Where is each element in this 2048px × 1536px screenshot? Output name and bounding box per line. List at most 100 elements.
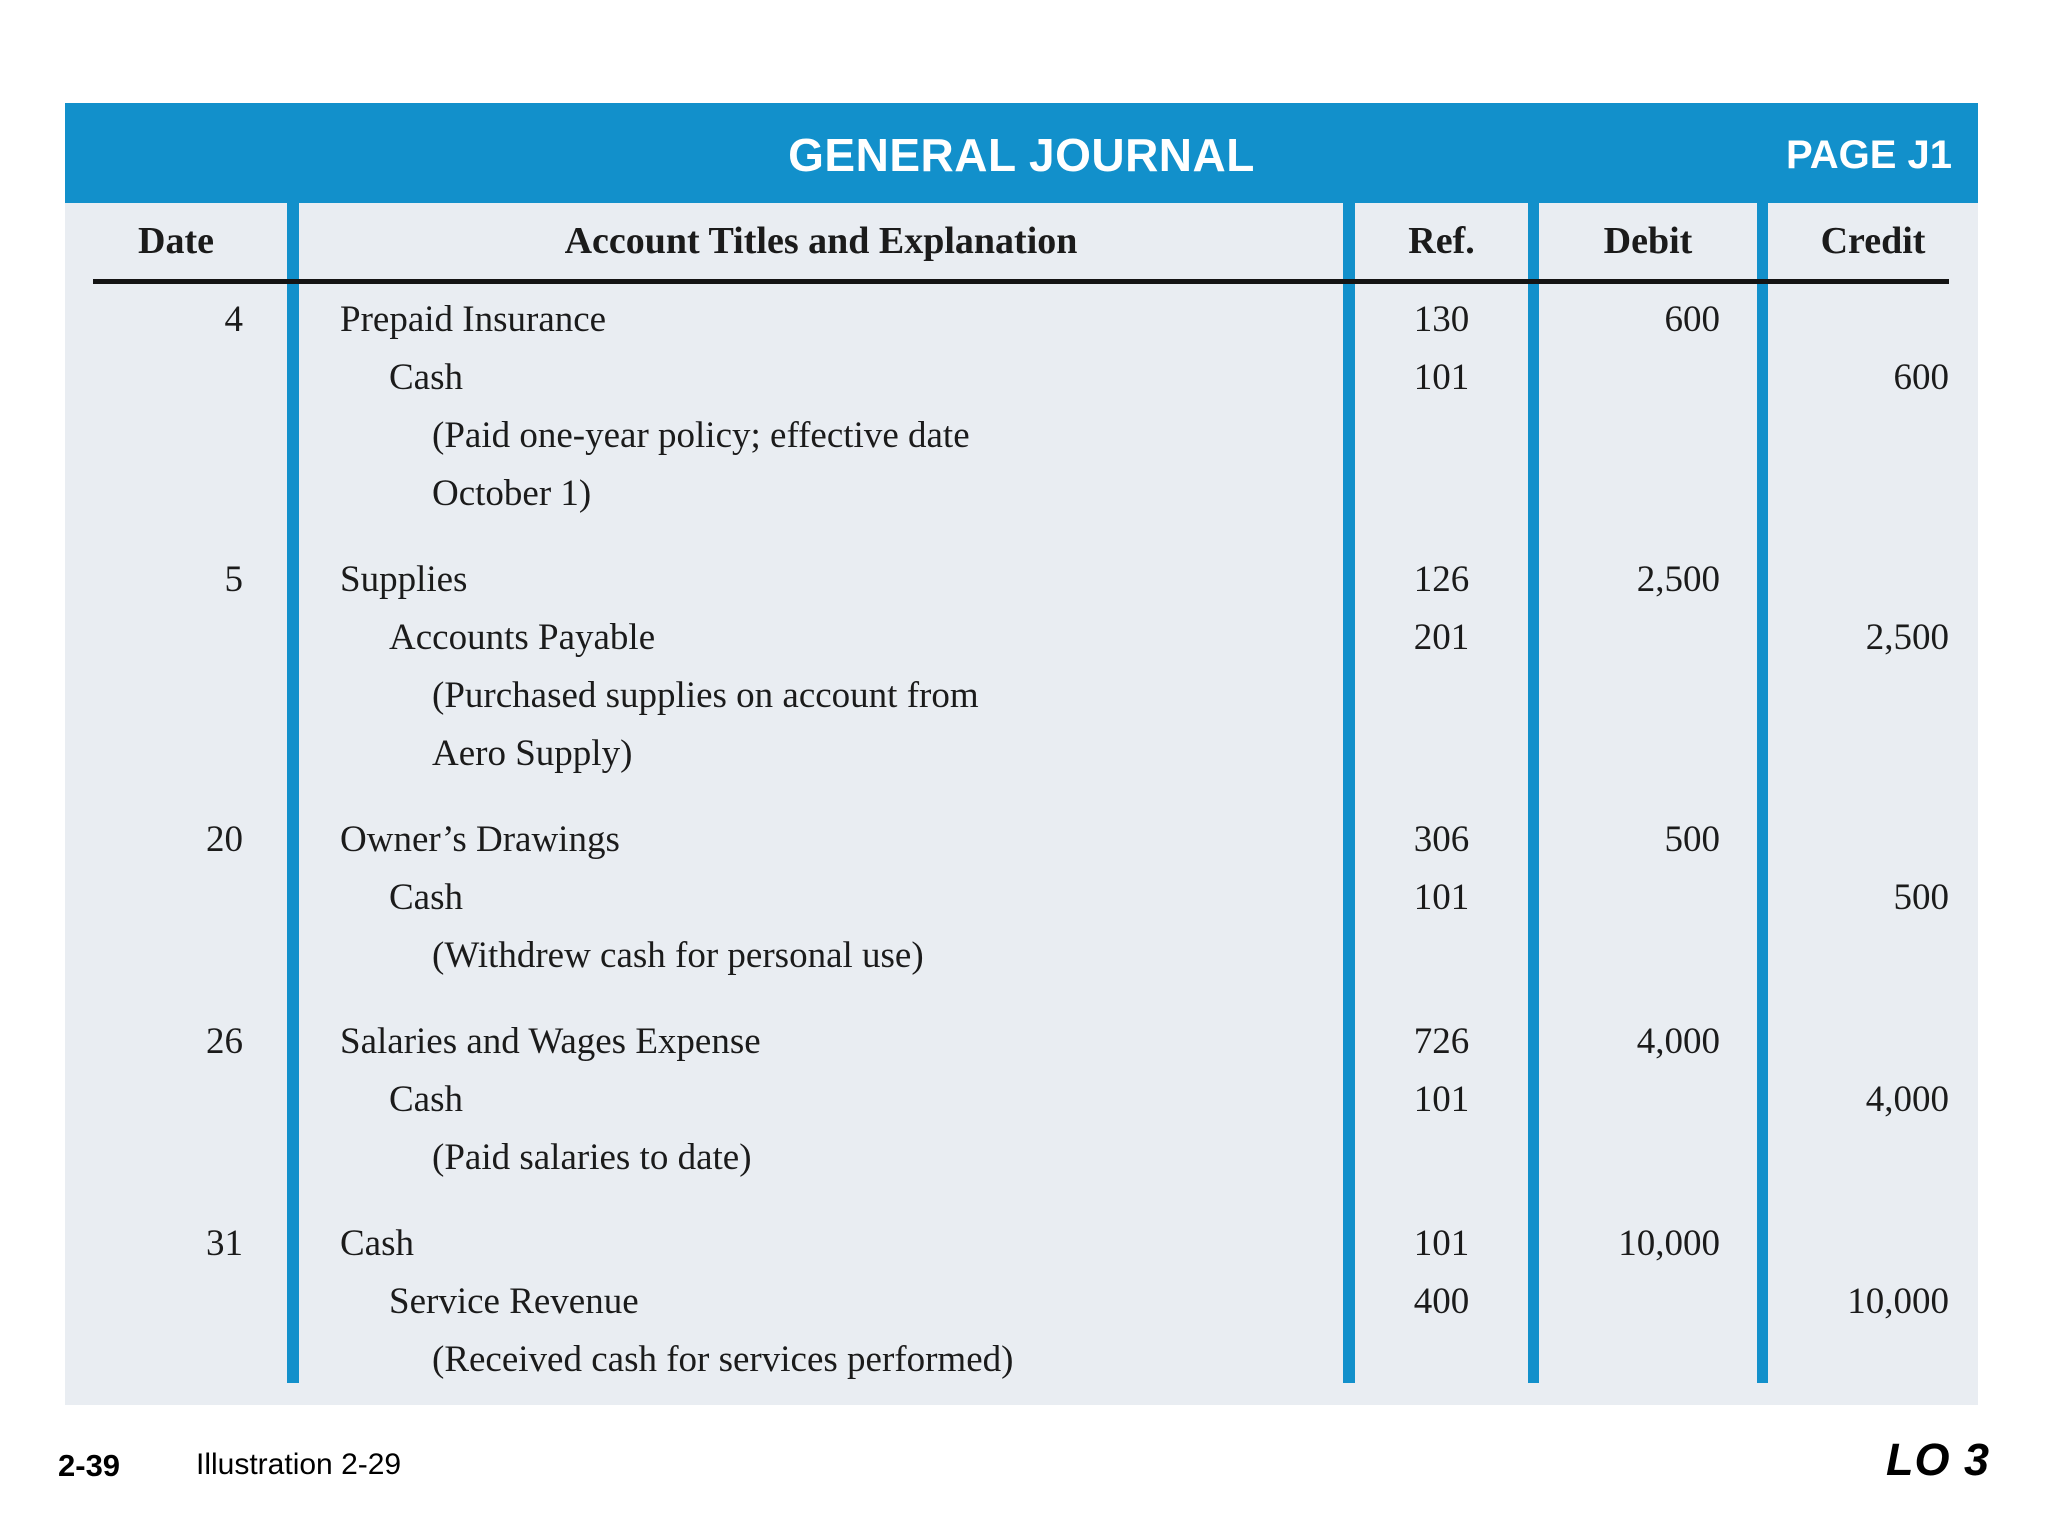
credit-cell: 2,500 (1865, 617, 1949, 658)
ref-cell: 101 (1413, 877, 1470, 918)
journal-line: Service Revenue 400 10,000 (65, 1273, 1978, 1331)
credit-cell (1768, 667, 1978, 725)
credit-cell (1768, 1129, 1978, 1187)
column-divider-ref (1528, 203, 1539, 1383)
ref-cell (1355, 1331, 1528, 1389)
journal-page-label: PAGE J1 (1786, 133, 1952, 177)
journal-entry: 26 Salaries and Wages Expense 726 4,000 … (65, 1013, 1978, 1187)
date-cell: 4 (224, 299, 244, 340)
credit-cell: 500 (1893, 877, 1950, 918)
journal-line: October 1) (65, 465, 1978, 523)
debit-cell: 4,000 (1636, 1021, 1720, 1062)
journal-line: 31 Cash 101 10,000 (65, 1215, 1978, 1273)
account-cell: Prepaid Insurance (340, 299, 607, 340)
ref-cell (1355, 407, 1528, 465)
credit-cell (1768, 291, 1978, 349)
date-cell: 31 (206, 1223, 243, 1264)
journal-line: Accounts Payable 201 2,500 (65, 609, 1978, 667)
column-divider-debit (1757, 203, 1768, 1383)
account-cell: Cash (389, 357, 463, 398)
journal-line: Cash 101 4,000 (65, 1071, 1978, 1129)
account-cell: Cash (389, 877, 463, 918)
journal-line: 20 Owner’s Drawings 306 500 (65, 811, 1978, 869)
ref-cell: 126 (1413, 559, 1470, 600)
journal-entry: 4 Prepaid Insurance 130 600 Cash 101 600… (65, 291, 1978, 523)
date-cell (65, 349, 287, 407)
credit-cell (1768, 1215, 1978, 1273)
date-cell (65, 725, 287, 783)
credit-cell (1768, 551, 1978, 609)
journal-line: Cash 101 600 (65, 349, 1978, 407)
credit-cell: 10,000 (1847, 1281, 1949, 1322)
column-header-credit: Credit (1820, 220, 1926, 262)
debit-cell (1539, 1129, 1757, 1187)
debit-cell: 600 (1664, 299, 1721, 340)
column-header-ref: Ref. (1408, 220, 1475, 262)
debit-cell (1539, 609, 1757, 667)
debit-cell: 2,500 (1636, 559, 1720, 600)
debit-cell (1539, 1273, 1757, 1331)
journal-line: Cash 101 500 (65, 869, 1978, 927)
journal-line: 5 Supplies 126 2,500 (65, 551, 1978, 609)
date-cell (65, 1129, 287, 1187)
column-divider-account (1343, 203, 1355, 1383)
date-cell: 26 (206, 1021, 243, 1062)
date-cell: 5 (224, 559, 244, 600)
journal-line: Aero Supply) (65, 725, 1978, 783)
date-cell (65, 667, 287, 725)
journal-line: (Received cash for services performed) (65, 1331, 1978, 1389)
credit-cell (1768, 1013, 1978, 1071)
journal-title-bar: GENERAL JOURNAL PAGE J1 (65, 103, 1978, 203)
ref-cell (1355, 465, 1528, 523)
account-cell: Cash (340, 1223, 414, 1264)
date-cell (65, 609, 287, 667)
journal-entry: 5 Supplies 126 2,500 Accounts Payable 20… (65, 551, 1978, 783)
date-cell (65, 1273, 287, 1331)
ref-cell: 201 (1413, 617, 1470, 658)
ref-cell (1355, 667, 1528, 725)
date-cell (65, 869, 287, 927)
date-cell (65, 1071, 287, 1129)
credit-cell (1768, 725, 1978, 783)
journal-entry: 20 Owner’s Drawings 306 500 Cash 101 500… (65, 811, 1978, 985)
date-cell (65, 927, 287, 985)
illustration-label: Illustration 2-29 (196, 1448, 402, 1481)
slide-number: 2-39 (58, 1448, 121, 1483)
debit-cell (1539, 1331, 1757, 1389)
credit-cell (1768, 1331, 1978, 1389)
account-cell: (Paid salaries to date) (432, 1137, 752, 1178)
debit-cell (1539, 1071, 1757, 1129)
ref-cell: 101 (1413, 357, 1470, 398)
account-cell: Owner’s Drawings (340, 819, 620, 860)
debit-cell (1539, 725, 1757, 783)
account-cell: Service Revenue (389, 1281, 639, 1322)
ref-cell: 130 (1413, 299, 1470, 340)
debit-cell: 500 (1664, 819, 1721, 860)
date-cell: 20 (206, 819, 243, 860)
journal-line: (Paid one-year policy; effective date (65, 407, 1978, 465)
account-cell: October 1) (432, 473, 592, 514)
ref-cell: 101 (1413, 1223, 1470, 1264)
column-header-account: Account Titles and Explanation (564, 220, 1078, 262)
account-cell: Salaries and Wages Expense (340, 1021, 761, 1062)
account-cell: Supplies (340, 559, 468, 600)
journal-line: (Purchased supplies on account from (65, 667, 1978, 725)
ref-cell (1355, 725, 1528, 783)
ref-cell (1355, 927, 1528, 985)
account-cell: Aero Supply) (432, 733, 633, 774)
column-divider-date (287, 203, 299, 1383)
header-underline (93, 279, 1949, 284)
debit-cell (1539, 349, 1757, 407)
journal-line: (Paid salaries to date) (65, 1129, 1978, 1187)
credit-cell (1768, 927, 1978, 985)
ref-cell: 101 (1413, 1079, 1470, 1120)
credit-cell (1768, 465, 1978, 523)
credit-cell: 4,000 (1865, 1079, 1949, 1120)
account-cell: (Withdrew cash for personal use) (432, 935, 924, 976)
account-cell: Accounts Payable (389, 617, 656, 658)
account-cell: (Received cash for services performed) (432, 1339, 1014, 1380)
learning-objective: LO 3 (1885, 1434, 1990, 1485)
ref-cell: 400 (1413, 1281, 1470, 1322)
debit-cell (1539, 869, 1757, 927)
